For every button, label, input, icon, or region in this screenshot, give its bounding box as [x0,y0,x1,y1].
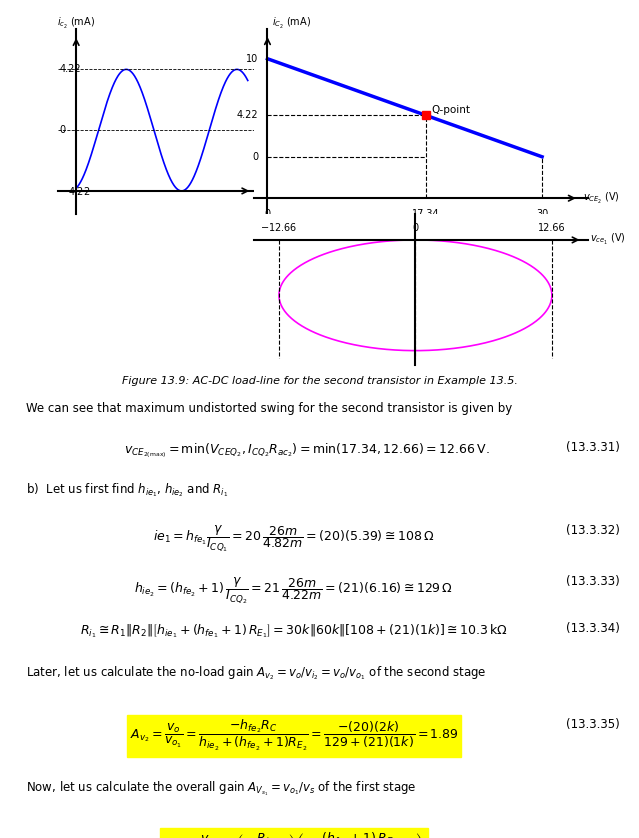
Text: Now, let us calculate the overall gain $A_{V_{s_1}} = v_{o_1}/v_s$ of the first : Now, let us calculate the overall gain $… [26,779,416,798]
Text: 30: 30 [536,209,548,219]
Text: 17.34: 17.34 [412,209,440,219]
Text: $v_{CE_2}$ (V): $v_{CE_2}$ (V) [583,191,620,205]
Text: $i_{C_2}$ (mA): $i_{C_2}$ (mA) [272,16,311,31]
Text: $i_{c_2}$ (mA): $i_{c_2}$ (mA) [57,17,95,32]
Text: (13.3.32): (13.3.32) [566,524,620,536]
Text: $A_{v_2} = \dfrac{v_o}{v_{o_1}} = \dfrac{-h_{fe_2}R_C}{h_{ie_2}+(h_{fe_2}+1)R_{E: $A_{v_2} = \dfrac{v_o}{v_{o_1}} = \dfrac… [130,718,458,753]
Text: $v_{CE_{2(\max)}} = \min(V_{CEQ_2}, I_{CQ_2}R_{ac_2}) = \min(17.34, 12.66) = 12.: $v_{CE_{2(\max)}} = \min(V_{CEQ_2}, I_{C… [124,442,489,461]
Text: $A_{V_{s_1}} = \dfrac{v_{o_1}}{v_s} = \left(\dfrac{R_{i_1}}{R_s+R_{i_1}}\right)\: $A_{V_{s_1}} = \dfrac{v_{o_1}}{v_s} = \l… [164,831,424,838]
Text: 0: 0 [252,152,258,162]
Text: We can see that maximum undistorted swing for the second transistor is given by: We can see that maximum undistorted swin… [26,401,512,415]
Text: (13.3.33): (13.3.33) [566,575,620,588]
Text: Later, let us calculate the no-load gain $A_{v_2} = v_o/v_{i_2} = v_o/v_{o_1}$ o: Later, let us calculate the no-load gain… [26,665,486,682]
Text: Q-point: Q-point [432,106,471,116]
Text: (13.3.31): (13.3.31) [566,442,620,454]
Text: 0: 0 [60,125,66,135]
Text: 12.66: 12.66 [538,224,566,233]
Text: (13.3.35): (13.3.35) [566,718,620,732]
Text: $-$12.66: $-$12.66 [260,221,298,233]
Text: b)  Let us first find $h_{ie_1}$, $h_{ie_2}$ and $R_{i_1}$: b) Let us first find $h_{ie_1}$, $h_{ie_… [26,481,228,499]
Text: 0: 0 [265,209,270,219]
Text: 10: 10 [246,54,258,64]
Text: $R_{i_1} \cong R_1{\|}R_2{\|}\left[h_{ie_1} + (h_{fe_1}+1)\,R_{E_1}\right] = 30k: $R_{i_1} \cong R_1{\|}R_2{\|}\left[h_{ie… [80,622,508,639]
Text: (13.3.34): (13.3.34) [566,622,620,635]
Text: $\mathit{ie}_1 = h_{fe_1}\dfrac{\gamma}{I_{CQ_1}} = 20\,\dfrac{26m}{4.82m} = (20: $\mathit{ie}_1 = h_{fe_1}\dfrac{\gamma}{… [153,524,435,554]
Text: Figure 13.9: AC-DC load-line for the second transistor in Example 13.5.: Figure 13.9: AC-DC load-line for the sec… [121,375,518,385]
Text: $-$4.22: $-$4.22 [60,185,90,197]
Text: 4.22: 4.22 [236,111,258,121]
Text: $v_{ce_1}$ (V): $v_{ce_1}$ (V) [590,232,626,247]
Text: 0: 0 [412,224,419,233]
Text: 4.22: 4.22 [60,65,81,75]
Text: $h_{ie_2} = (h_{fe_2}+1)\,\dfrac{\gamma}{I_{CQ_2}} = 21\,\dfrac{26m}{4.22m} = (2: $h_{ie_2} = (h_{fe_2}+1)\,\dfrac{\gamma}… [134,575,454,606]
